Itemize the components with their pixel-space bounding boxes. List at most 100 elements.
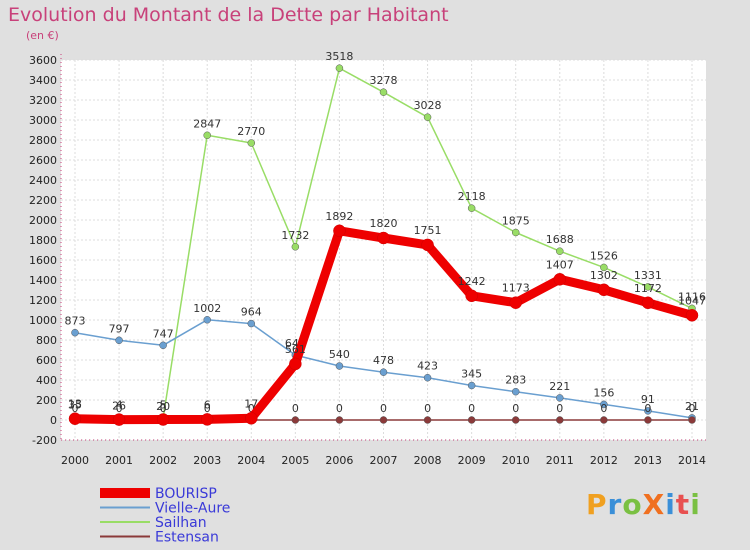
legend-label-bourisp: BOURISP	[155, 486, 217, 502]
data-label-sailhan: 1732	[281, 229, 309, 242]
data-label-sailhan: 2770	[237, 125, 265, 138]
data-label-sailhan: 2847	[193, 117, 221, 130]
data-point-bourisp	[685, 309, 699, 322]
x-tick-label: 2013	[634, 454, 662, 467]
y-tick-label: 1800	[29, 234, 57, 247]
data-label-estensan: 0	[336, 402, 343, 415]
x-tick-label: 2011	[546, 454, 574, 467]
legend-label-sailhan: Sailhan	[155, 515, 207, 531]
data-point-estensan	[291, 416, 300, 424]
data-point-bourisp	[289, 357, 302, 371]
data-point-vielle-aure	[511, 387, 520, 396]
data-point-sailhan	[467, 204, 476, 212]
data-label-estensan: 0	[292, 402, 299, 415]
data-label-bourisp: 1820	[370, 217, 398, 230]
data-label-estensan: 0	[116, 402, 123, 415]
data-label-vielle-aure: 91	[641, 393, 655, 406]
data-label-vielle-aure: 964	[241, 306, 262, 319]
data-point-vielle-aure	[335, 362, 344, 370]
y-tick-label: 400	[36, 374, 57, 387]
data-point-vielle-aure	[247, 319, 256, 328]
data-label-bourisp: 561	[285, 343, 306, 356]
y-tick-label: 3000	[29, 114, 57, 127]
data-point-estensan	[511, 416, 520, 424]
proxiti-logo: ProXiti	[586, 488, 701, 521]
data-label-estensan: 0	[644, 402, 651, 415]
data-point-vielle-aure	[467, 381, 476, 390]
data-point-vielle-aure	[556, 394, 564, 402]
data-label-bourisp: 1242	[458, 275, 486, 288]
x-tick-label: 2001	[105, 454, 133, 467]
data-label-bourisp: 1407	[546, 258, 574, 271]
x-tick-label: 2004	[237, 454, 265, 467]
data-label-vielle-aure: 540	[329, 348, 350, 361]
data-point-sailhan	[556, 247, 564, 255]
x-tick-label: 2009	[458, 454, 486, 467]
data-point-vielle-aure	[115, 336, 123, 345]
data-point-estensan	[600, 416, 608, 424]
data-point-bourisp	[597, 283, 611, 297]
data-point-estensan	[644, 416, 652, 424]
data-label-vielle-aure: 873	[65, 315, 86, 328]
data-label-estensan: 0	[689, 402, 696, 415]
data-label-sailhan: 1331	[634, 269, 662, 282]
data-label-sailhan: 3028	[414, 99, 442, 112]
data-point-estensan	[379, 416, 388, 424]
x-tick-label: 2005	[281, 454, 309, 467]
x-tick-label: 2008	[414, 454, 442, 467]
data-point-bourisp	[421, 238, 434, 252]
data-point-sailhan	[600, 263, 608, 272]
data-label-vielle-aure: 423	[417, 360, 438, 373]
data-label-vielle-aure: 747	[153, 327, 174, 340]
data-label-estensan: 0	[512, 402, 519, 415]
data-point-bourisp	[156, 413, 170, 426]
data-label-vielle-aure: 156	[593, 386, 614, 399]
data-point-vielle-aure	[71, 328, 79, 337]
data-point-bourisp	[377, 231, 390, 245]
chart-subtitle: (en €)	[26, 29, 59, 42]
data-label-sailhan: 20	[156, 400, 170, 413]
data-point-estensan	[688, 416, 696, 424]
data-label-sailhan: 35	[68, 399, 82, 412]
y-tick-label: 2400	[29, 174, 57, 187]
data-label-vielle-aure: 1002	[193, 302, 221, 315]
y-tick-label: 2000	[29, 214, 57, 227]
y-tick-label: 3400	[29, 74, 57, 87]
data-point-bourisp	[112, 413, 126, 426]
data-label-sailhan: 26	[112, 399, 126, 412]
data-label-bourisp: 13	[68, 398, 82, 411]
data-point-bourisp	[333, 224, 346, 238]
x-tick-label: 2003	[193, 454, 221, 467]
data-label-vielle-aure: 478	[373, 354, 394, 367]
data-point-vielle-aure	[423, 373, 432, 382]
data-label-estensan: 0	[72, 402, 79, 415]
data-label-vielle-aure: 221	[549, 380, 570, 393]
x-tick-label: 2006	[325, 454, 353, 467]
data-label-sailhan: 2118	[458, 190, 486, 203]
data-point-sailhan	[335, 64, 344, 72]
data-label-sailhan: 3278	[370, 74, 398, 87]
y-tick-label: 1600	[29, 254, 57, 267]
x-tick-label: 2007	[370, 454, 398, 467]
data-label-bourisp: 1302	[590, 269, 618, 282]
data-point-vielle-aure	[644, 407, 652, 415]
x-tick-label: 2002	[149, 454, 177, 467]
data-label-sailhan: 1875	[502, 215, 530, 228]
data-label-bourisp: 6	[204, 398, 211, 411]
legend-label-estensan: Estensan	[155, 530, 219, 546]
data-point-vielle-aure	[379, 368, 388, 376]
data-label-bourisp: 1173	[502, 282, 530, 295]
data-label-estensan: 0	[204, 402, 211, 415]
data-point-sailhan	[423, 113, 432, 121]
data-point-estensan	[467, 416, 476, 424]
data-label-estensan: 0	[468, 402, 475, 415]
data-label-sailhan: 1116	[678, 290, 706, 303]
data-label-bourisp: 1892	[325, 210, 353, 223]
data-point-bourisp	[553, 273, 567, 286]
data-point-sailhan	[379, 88, 388, 96]
data-label-bourisp: 1172	[634, 282, 662, 295]
y-tick-label: 800	[36, 334, 57, 347]
y-tick-label: 2200	[29, 194, 57, 207]
data-label-estensan: 0	[380, 402, 387, 415]
